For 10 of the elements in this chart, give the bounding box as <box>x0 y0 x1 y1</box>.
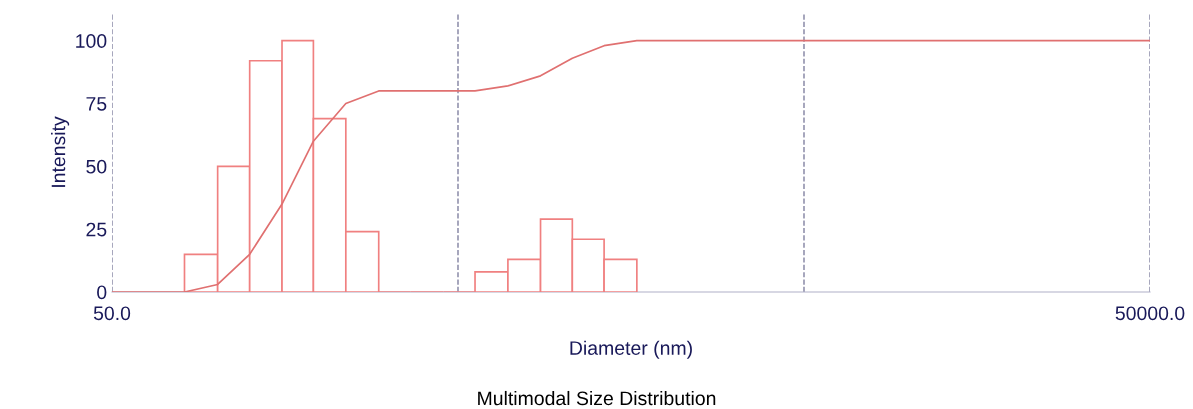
x-tick-label: 50000.0 <box>1115 306 1185 321</box>
x-axis-title: Diameter (nm) <box>570 340 692 359</box>
y-tick-label: 0 <box>97 285 107 300</box>
text: Multimodal Size Distribution <box>478 390 716 406</box>
y-axis-title: Intensity <box>51 116 70 187</box>
y-tick-label: 25 <box>86 222 107 237</box>
y-tick-label: 75 <box>86 97 107 111</box>
y-tick-label: 100 <box>76 34 107 48</box>
x-tick-label: 50.0 <box>93 306 131 321</box>
y-tick-label: 50 <box>86 159 107 174</box>
